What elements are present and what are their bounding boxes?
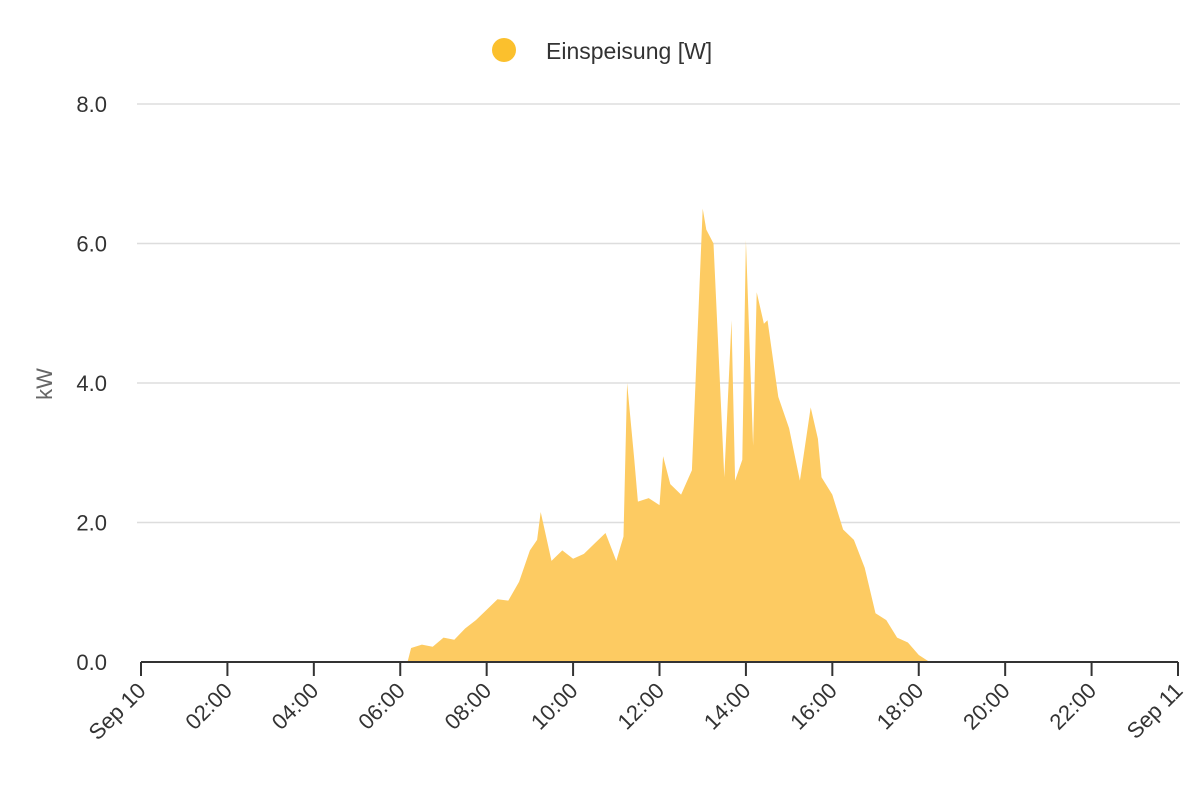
x-tick-label: 12:00 bbox=[612, 678, 669, 735]
series-area-einspeisung bbox=[407, 208, 930, 662]
x-tick-label: 08:00 bbox=[440, 678, 497, 735]
x-tick-label: 04:00 bbox=[267, 678, 324, 735]
y-axis: 0.0 2.0 4.0 6.0 8.0 bbox=[76, 92, 107, 675]
gridlines bbox=[137, 103, 1180, 524]
y-tick-label: 4.0 bbox=[76, 371, 107, 396]
x-tick-label: 16:00 bbox=[785, 678, 842, 735]
y-tick-label: 0.0 bbox=[76, 650, 107, 675]
x-axis: Sep 10 02:00 04:00 06:00 08:00 10:00 12:00 14:0… bbox=[84, 661, 1188, 745]
y-axis-title: kW bbox=[32, 368, 57, 400]
x-tick-label: 06:00 bbox=[353, 678, 410, 735]
x-tick-label: 18:00 bbox=[872, 678, 929, 735]
x-tick-label: Sep 10 bbox=[84, 678, 151, 745]
y-tick-label: 6.0 bbox=[76, 232, 107, 257]
x-tick-label: 10:00 bbox=[526, 678, 583, 735]
x-tick-label: 20:00 bbox=[958, 678, 1015, 735]
y-tick-label: 2.0 bbox=[76, 511, 107, 536]
x-tick-label: Sep 11 bbox=[1122, 678, 1188, 744]
x-tick-label: 02:00 bbox=[180, 678, 237, 735]
x-tick-label: 22:00 bbox=[1045, 678, 1102, 735]
plot-area bbox=[407, 208, 930, 662]
legend-label-einspeisung: Einspeisung [W] bbox=[546, 38, 712, 64]
x-tick-label: 14:00 bbox=[699, 678, 756, 735]
legend[interactable]: Einspeisung [W] bbox=[492, 38, 712, 64]
y-tick-label: 8.0 bbox=[76, 92, 107, 117]
legend-marker-einspeisung bbox=[492, 38, 516, 62]
